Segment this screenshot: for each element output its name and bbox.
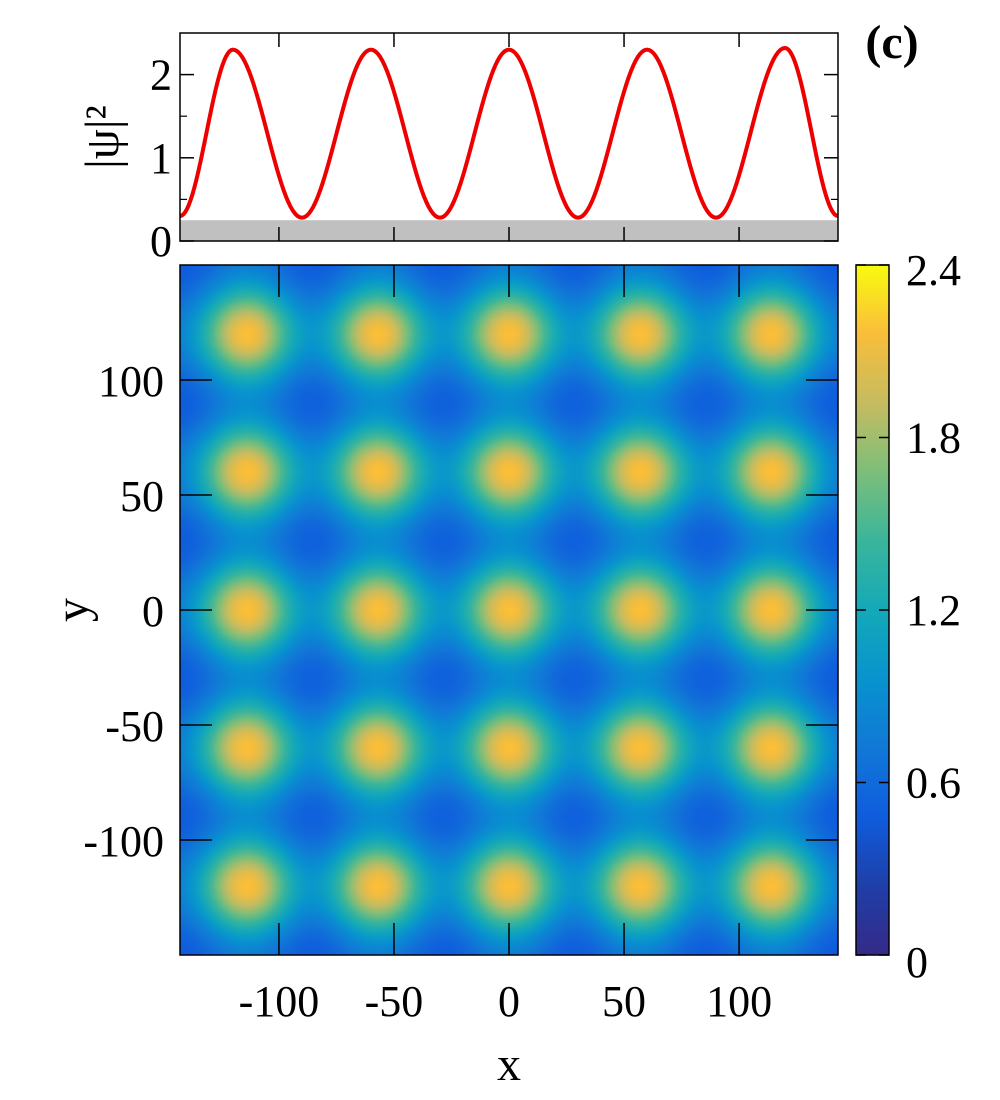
- y-tick-label: 100: [98, 357, 164, 406]
- y-tick-label: -100: [83, 817, 164, 866]
- density-line: [179, 45, 839, 220]
- y-tick-label: 50: [120, 472, 164, 521]
- top-y-tick-label: 2: [150, 51, 172, 100]
- y-tick-label: -50: [105, 702, 164, 751]
- top-plot-frame: [179, 32, 839, 242]
- y-tick-label: 0: [142, 587, 164, 636]
- x-axis-title: x: [497, 1038, 521, 1091]
- colorbar-tick-label: 0.6: [906, 759, 961, 808]
- colorbar-tick-label: 1.2: [906, 586, 961, 635]
- colorbar: 0 0.6 1.2 1.8 2.4: [855, 246, 961, 987]
- top-y-tick-label: 0: [150, 217, 172, 266]
- colorbar-tick-label: 2.4: [906, 246, 961, 295]
- density-line-plot: 0 1 2 |ψ|²: [76, 32, 839, 266]
- heatmap-image: [180, 265, 838, 955]
- x-tick-label: 100: [706, 977, 772, 1026]
- x-tick-label: -50: [365, 977, 424, 1026]
- colorbar-tick-label: 1.8: [906, 414, 961, 463]
- colorbar-tick-label: 0: [906, 938, 928, 987]
- heatmap-frame: [179, 264, 839, 956]
- top-y-axis-title: |ψ|²: [76, 105, 129, 169]
- x-tick-label: 0: [498, 977, 520, 1026]
- x-tick-label: 50: [602, 977, 646, 1026]
- panel-label: (c): [865, 16, 918, 69]
- density-heatmap: -100 -50 0 50 100 -100 -50 0 50 100 x y: [46, 264, 839, 1091]
- x-tick-label: -100: [239, 977, 320, 1026]
- y-axis-title: y: [46, 598, 99, 622]
- top-y-tick-label: 1: [150, 134, 172, 183]
